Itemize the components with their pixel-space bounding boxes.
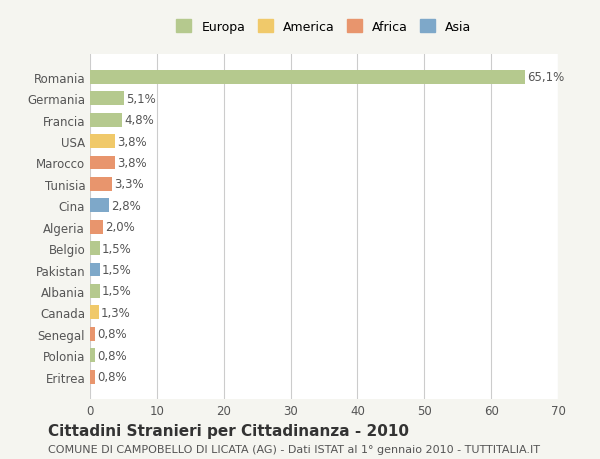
Text: 2,8%: 2,8%: [111, 199, 140, 213]
Bar: [90, 220, 103, 234]
Text: 4,8%: 4,8%: [124, 114, 154, 127]
Text: 0,8%: 0,8%: [97, 370, 127, 383]
Text: 2,0%: 2,0%: [106, 221, 135, 234]
Bar: [90, 156, 115, 170]
Bar: [90, 178, 112, 191]
Bar: [90, 263, 100, 277]
Text: COMUNE DI CAMPOBELLO DI LICATA (AG) - Dati ISTAT al 1° gennaio 2010 - TUTTITALIA: COMUNE DI CAMPOBELLO DI LICATA (AG) - Da…: [48, 444, 540, 454]
Bar: [90, 306, 98, 319]
Text: 1,5%: 1,5%: [102, 242, 132, 255]
Bar: [90, 135, 115, 149]
Text: 1,5%: 1,5%: [102, 263, 132, 276]
Text: 3,3%: 3,3%: [114, 178, 143, 191]
Text: Cittadini Stranieri per Cittadinanza - 2010: Cittadini Stranieri per Cittadinanza - 2…: [48, 423, 409, 438]
Text: 65,1%: 65,1%: [527, 71, 565, 84]
Bar: [90, 327, 95, 341]
Text: 1,5%: 1,5%: [102, 285, 132, 298]
Bar: [90, 370, 95, 384]
Bar: [90, 71, 525, 84]
Bar: [90, 241, 100, 256]
Bar: [90, 92, 124, 106]
Text: 0,8%: 0,8%: [97, 328, 127, 341]
Text: 3,8%: 3,8%: [118, 135, 147, 148]
Text: 1,3%: 1,3%: [101, 306, 130, 319]
Legend: Europa, America, Africa, Asia: Europa, America, Africa, Asia: [173, 17, 475, 38]
Text: 0,8%: 0,8%: [97, 349, 127, 362]
Text: 3,8%: 3,8%: [118, 157, 147, 170]
Bar: [90, 113, 122, 127]
Bar: [90, 284, 100, 298]
Text: 5,1%: 5,1%: [126, 93, 156, 106]
Bar: [90, 199, 109, 213]
Bar: [90, 348, 95, 362]
